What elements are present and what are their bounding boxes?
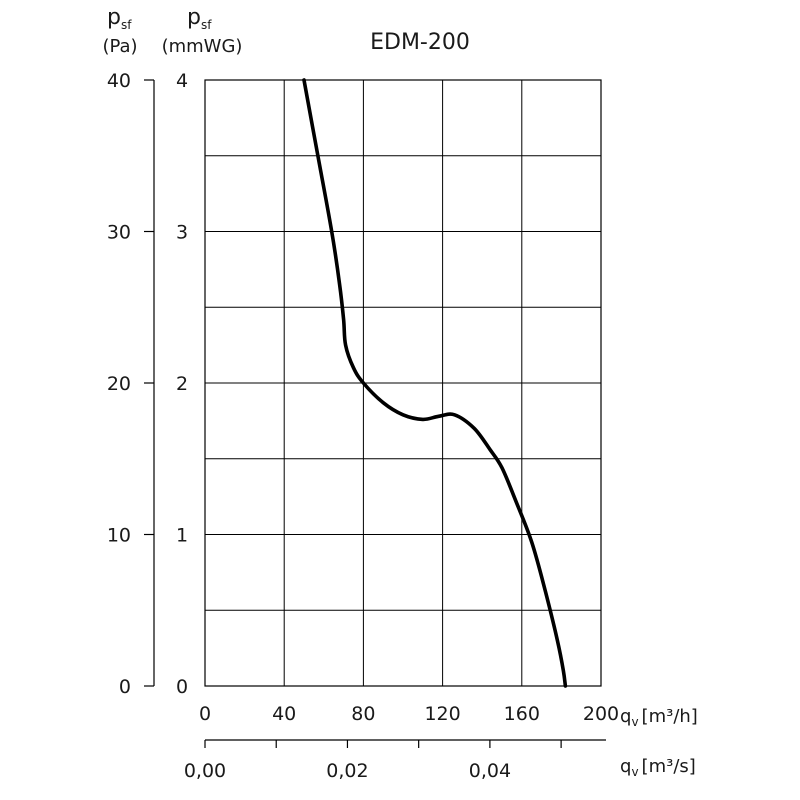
x-tick-label-m3s: 0,00 [184, 760, 226, 782]
x-tick-label-m3h: 40 [272, 703, 296, 725]
chart-title: EDM-200 [370, 30, 470, 55]
y-tick-label-pa: 40 [107, 70, 131, 92]
x-axis-m3h-subscript: v [631, 715, 638, 729]
x-axis-m3s-label: qv [m³/s] [620, 756, 696, 779]
y-axis-symbol: psf [187, 5, 212, 32]
y-axis-symbol-letter: p [107, 5, 121, 30]
x-axis-m3h-unit: [m³/h] [642, 706, 698, 727]
pressure-curve [302, 78, 568, 688]
y-axis-symbol-subscript: sf [121, 18, 132, 32]
y-tick-label-pa: 30 [107, 222, 131, 244]
x-tick-label-m3s: 0,04 [469, 760, 511, 782]
y-tick-label-pa: 10 [107, 525, 131, 547]
y-tick-label-mmwg: 2 [176, 373, 188, 395]
x-axis-m3h-label: qv [m³/h] [620, 706, 698, 729]
x-axis-m3h-symbol: q [620, 706, 631, 727]
x-axis-m3s-symbol: q [620, 756, 631, 777]
x-tick-label-m3h: 200 [583, 703, 619, 725]
x-axis-m3s-subscript: v [631, 765, 638, 779]
x-tick-label-m3h: 0 [199, 703, 211, 725]
x-tick-label-m3s: 0,02 [326, 760, 368, 782]
y-axis-unit: (mmWG) [162, 36, 243, 57]
y-tick-label-mmwg: 1 [176, 525, 188, 547]
y-tick-label-mmwg: 4 [176, 70, 188, 92]
y-axis-symbol-subscript: sf [201, 18, 212, 32]
x-tick-label-m3h: 160 [504, 703, 540, 725]
y-axis-unit: (Pa) [102, 36, 137, 57]
x-tick-label-m3h: 80 [351, 703, 375, 725]
y-tick-label-mmwg: 0 [176, 676, 188, 698]
y-axis-symbol-letter: p [187, 5, 201, 30]
y-tick-label-pa: 20 [107, 373, 131, 395]
y-tick-label-pa: 0 [119, 676, 131, 698]
x-axis-m3s-unit: [m³/s] [642, 756, 696, 777]
y-axis-symbol: psf [107, 5, 132, 32]
y-tick-label-mmwg: 3 [176, 222, 188, 244]
x-tick-label-m3h: 120 [424, 703, 460, 725]
plot-grid [204, 79, 602, 687]
axes [144, 79, 606, 748]
